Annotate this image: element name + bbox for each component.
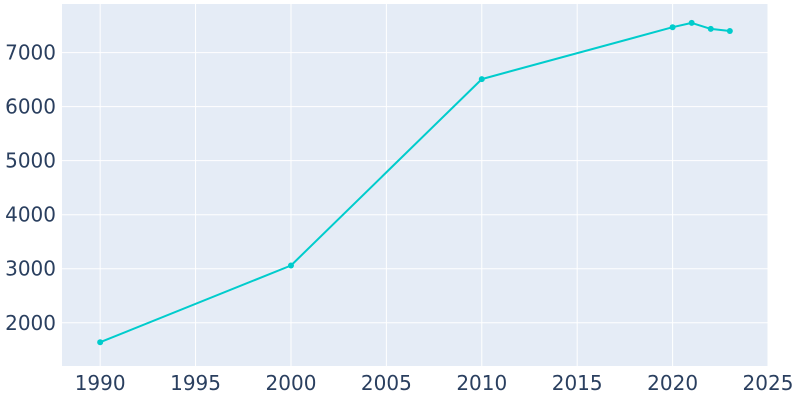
x-tick-label: 2000 [266,371,317,395]
data-point [287,262,294,269]
data-point [726,28,733,35]
x-tick-label: 2005 [361,371,412,395]
data-point [688,19,695,26]
data-point [478,76,485,83]
y-tick-label: 6000 [5,95,56,119]
y-tick-label: 4000 [5,203,56,227]
y-tick-label: 2000 [5,311,56,335]
x-tick-label: 1990 [75,371,126,395]
x-tick-label: 2020 [647,371,698,395]
series-layer [97,19,733,346]
y-tick-label: 5000 [5,149,56,173]
x-tick-label: 1995 [170,371,221,395]
plot-area [62,4,768,366]
y-tick-label: 7000 [5,41,56,65]
x-tick-label: 2015 [552,371,603,395]
grid-lines [62,4,769,366]
y-tick-label: 3000 [5,257,56,281]
x-tick-label: 2025 [743,371,794,395]
x-axis-ticks: 1990 1995 2000 2005 2010 2015 2020 2025 [75,371,794,395]
data-point [669,24,676,31]
x-tick-label: 2010 [456,371,507,395]
data-point [97,339,104,346]
data-point [707,25,714,32]
y-axis-ticks: 2000 3000 4000 5000 6000 7000 [5,41,56,335]
